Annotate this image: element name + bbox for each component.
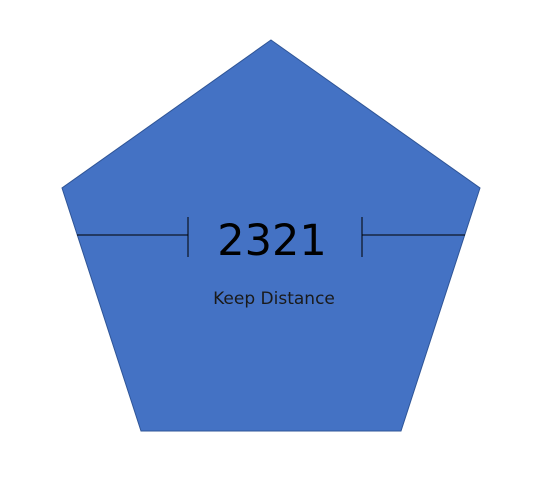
pentagon-shape [61,39,481,432]
distance-caption: Keep Distance [213,289,335,309]
distance-value: 2321 [217,216,326,266]
